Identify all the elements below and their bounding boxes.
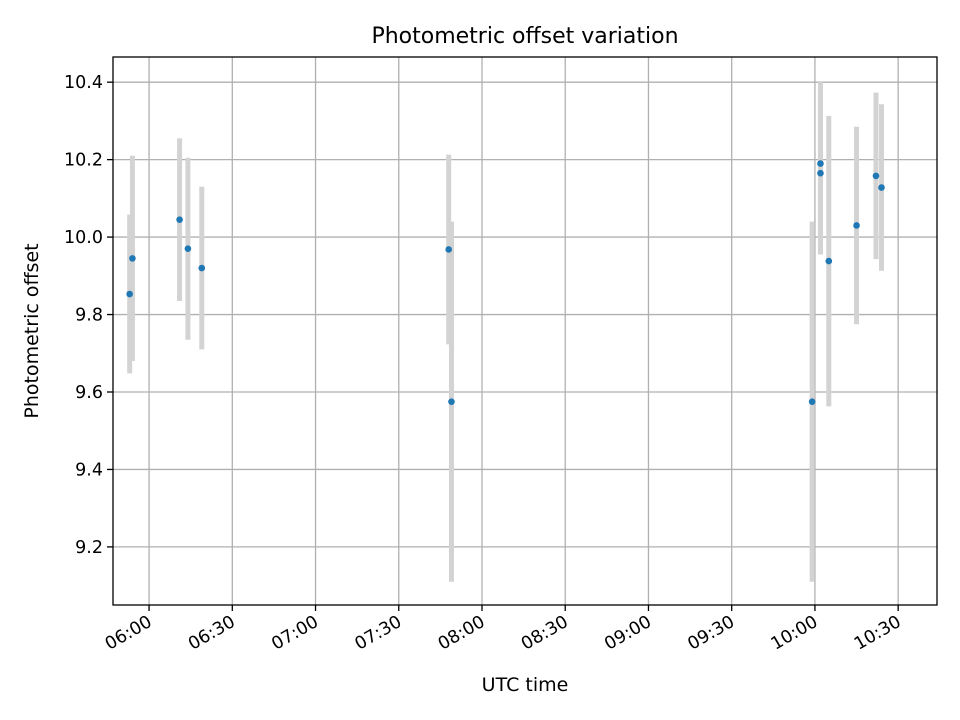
chart-title: Photometric offset variation — [371, 24, 678, 49]
data-point — [184, 245, 192, 253]
data-point — [176, 216, 183, 223]
y-axis-ticks: 9.2 9.4 9.6 9.8 10.0 10.2 10.4 — [64, 73, 113, 558]
x-axis-label: UTC time — [482, 674, 569, 696]
data-point — [129, 255, 136, 262]
plot-frame — [112, 56, 938, 606]
data-point — [872, 172, 880, 180]
grid — [113, 57, 937, 605]
data-point — [808, 398, 816, 405]
data-point — [198, 264, 206, 272]
data-point — [825, 257, 833, 265]
y-tick-label: 9.8 — [75, 306, 103, 326]
y-tick-label: 9.4 — [75, 460, 103, 480]
data-point — [817, 160, 824, 167]
y-tick-label: 10.2 — [64, 151, 103, 171]
y-tick-label: 10.4 — [64, 73, 103, 93]
y-axis-label: Photometric offset — [21, 243, 43, 418]
data-point — [817, 169, 824, 177]
data-point — [126, 290, 133, 298]
y-tick-label: 10.0 — [64, 228, 103, 248]
data-point — [878, 184, 885, 191]
y-tick-label: 9.6 — [75, 383, 103, 403]
data-points — [126, 160, 885, 405]
y-tick-label: 9.2 — [75, 538, 103, 558]
data-point — [448, 398, 455, 405]
data-point — [445, 246, 453, 253]
data-point — [853, 222, 860, 229]
